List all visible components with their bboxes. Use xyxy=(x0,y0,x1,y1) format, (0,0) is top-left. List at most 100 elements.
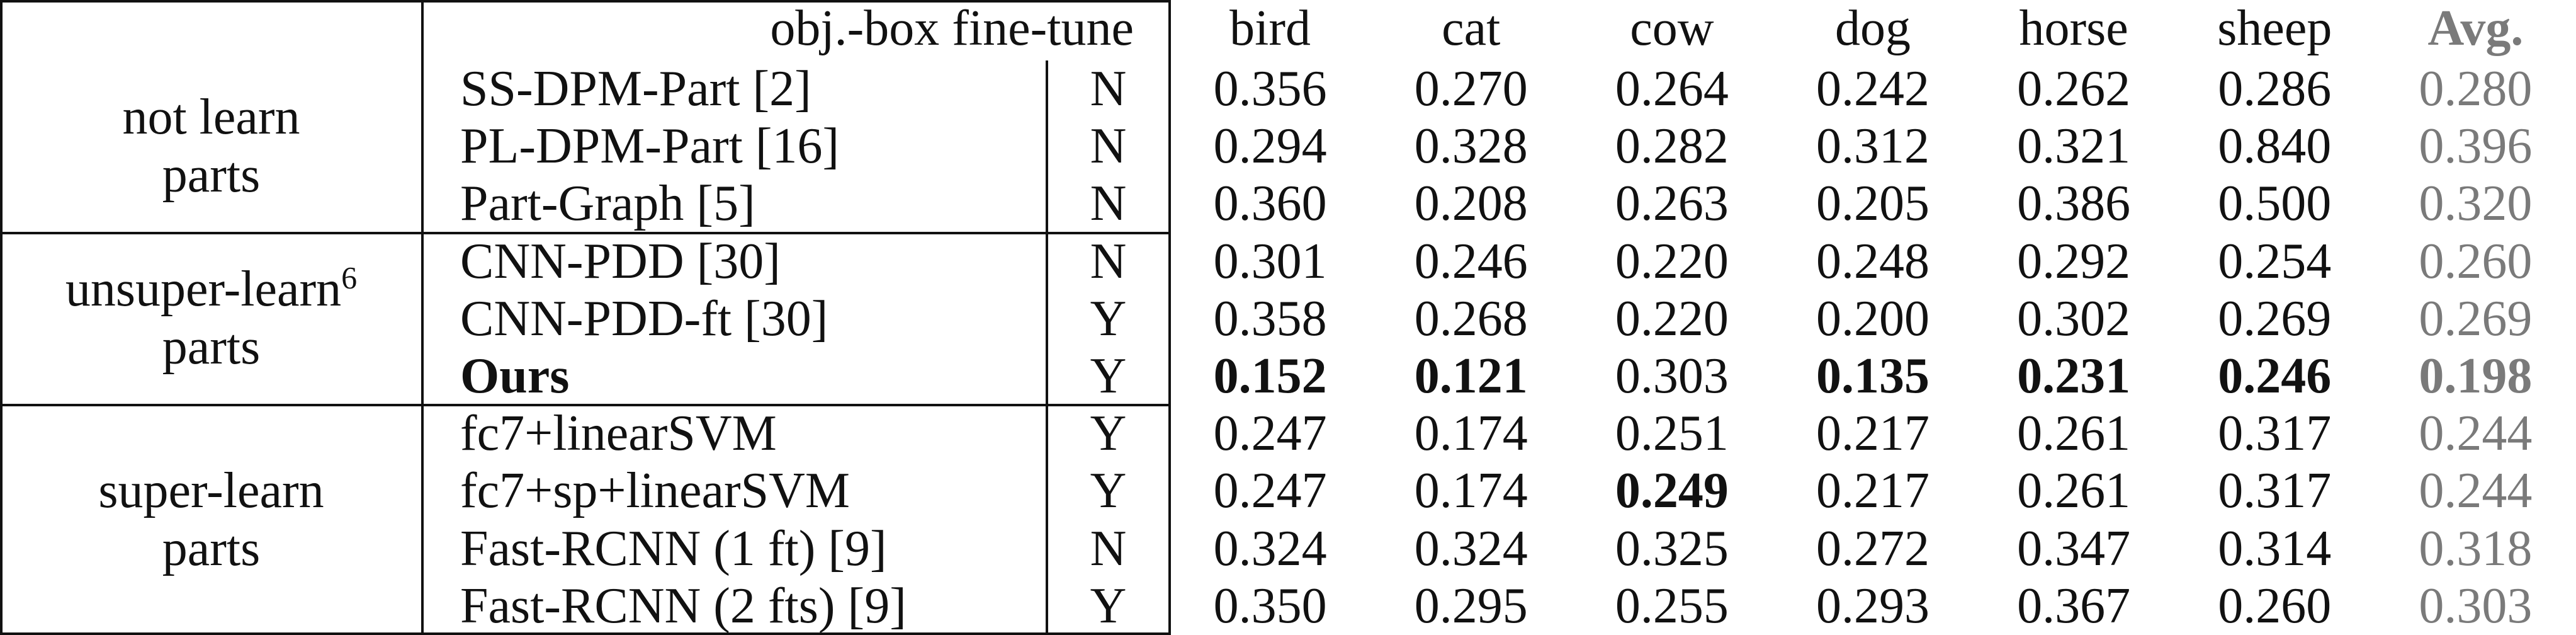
value: 0.248 xyxy=(1816,233,1929,289)
value: 0.303 xyxy=(2419,578,2533,634)
rule xyxy=(421,0,424,635)
value: 0.360 xyxy=(1213,176,1327,232)
value: 0.174 xyxy=(1414,463,1528,519)
value: 0.350 xyxy=(1213,578,1327,634)
value: 0.295 xyxy=(1414,578,1528,634)
value: 0.264 xyxy=(1615,61,1729,117)
group-label: not learn xyxy=(122,89,300,145)
value: 0.244 xyxy=(2419,406,2533,462)
method: Fast-RCNN (2 fts) [9] xyxy=(460,578,907,634)
value: 0.246 xyxy=(1414,233,1528,289)
value: 0.269 xyxy=(2419,290,2533,346)
value: 0.328 xyxy=(1414,118,1528,174)
value: 0.314 xyxy=(2218,520,2332,576)
value: 0.292 xyxy=(2017,233,2131,289)
value: 0.318 xyxy=(2419,520,2533,576)
value: 0.220 xyxy=(1615,233,1729,289)
column-header: dog xyxy=(1834,1,1911,56)
value: 0.294 xyxy=(1213,118,1327,174)
value: 0.135 xyxy=(1816,348,1929,404)
value: 0.282 xyxy=(1615,118,1729,174)
value: 0.200 xyxy=(1816,290,1929,346)
value: 0.242 xyxy=(1816,61,1929,117)
value: 0.251 xyxy=(1615,406,1729,462)
finetune: Y xyxy=(1090,406,1127,462)
column-header: horse xyxy=(2019,1,2128,56)
value: 0.303 xyxy=(1615,348,1729,404)
value: 0.356 xyxy=(1213,61,1327,117)
value: 0.231 xyxy=(2017,348,2131,404)
column-header: Avg. xyxy=(2427,1,2524,56)
value: 0.396 xyxy=(2419,118,2533,174)
value: 0.220 xyxy=(1615,290,1729,346)
value: 0.121 xyxy=(1414,348,1528,404)
value: 0.217 xyxy=(1816,406,1929,462)
value: 0.217 xyxy=(1816,463,1929,519)
value: 0.261 xyxy=(2017,406,2131,462)
column-header: cat xyxy=(1442,1,1501,56)
value: 0.347 xyxy=(2017,520,2131,576)
value: 0.270 xyxy=(1414,61,1528,117)
value: 0.500 xyxy=(2218,176,2332,232)
rule xyxy=(0,0,3,635)
value: 0.301 xyxy=(1213,233,1327,289)
value: 0.152 xyxy=(1213,348,1327,404)
column-header: sheep xyxy=(2217,1,2332,56)
rule xyxy=(0,232,1170,234)
value: 0.367 xyxy=(2017,578,2131,634)
value: 0.358 xyxy=(1213,290,1327,346)
header-finetune: obj.-box fine-tune xyxy=(770,1,1134,56)
footnote-mark: 6 xyxy=(341,260,358,295)
value: 0.317 xyxy=(2218,463,2332,519)
value: 0.247 xyxy=(1213,406,1327,462)
value: 0.260 xyxy=(2218,578,2332,634)
value: 0.293 xyxy=(1816,578,1929,634)
finetune: Y xyxy=(1090,463,1127,519)
value: 0.198 xyxy=(2419,348,2533,404)
value: 0.263 xyxy=(1615,176,1729,232)
value: 0.280 xyxy=(2419,61,2533,117)
finetune: N xyxy=(1090,118,1127,174)
finetune: N xyxy=(1090,233,1127,289)
rule xyxy=(0,0,1170,3)
value: 0.268 xyxy=(1414,290,1528,346)
column-header: bird xyxy=(1229,1,1311,56)
value: 0.286 xyxy=(2218,61,2332,117)
finetune: Y xyxy=(1090,348,1127,404)
value: 0.317 xyxy=(2218,406,2332,462)
column-header: cow xyxy=(1630,1,1714,56)
rule xyxy=(0,632,1170,635)
method: fc7+linearSVM xyxy=(460,406,777,462)
finetune: N xyxy=(1090,176,1127,232)
group-label: parts xyxy=(162,319,261,375)
method: Ours xyxy=(460,348,570,404)
value: 0.205 xyxy=(1816,176,1929,232)
value: 0.272 xyxy=(1816,520,1929,576)
value: 0.320 xyxy=(2419,176,2533,232)
finetune: Y xyxy=(1090,578,1127,634)
value: 0.246 xyxy=(2218,348,2332,404)
value: 0.174 xyxy=(1414,406,1528,462)
value: 0.208 xyxy=(1414,176,1528,232)
finetune: Y xyxy=(1090,290,1127,346)
method: SS-DPM-Part [2] xyxy=(460,61,811,117)
value: 0.302 xyxy=(2017,290,2131,346)
method: CNN-PDD [30] xyxy=(460,233,781,289)
method: PL-DPM-Part [16] xyxy=(460,118,840,174)
method: CNN-PDD-ft [30] xyxy=(460,290,828,346)
value: 0.244 xyxy=(2419,463,2533,519)
value: 0.324 xyxy=(1213,520,1327,576)
value: 0.324 xyxy=(1414,520,1528,576)
group-label: unsuper-learn6 xyxy=(65,260,358,318)
group-label: parts xyxy=(162,520,261,576)
rule xyxy=(1046,60,1048,635)
value: 0.840 xyxy=(2218,118,2332,174)
value: 0.261 xyxy=(2017,463,2131,519)
value: 0.249 xyxy=(1615,463,1729,519)
rule xyxy=(0,404,1170,406)
group-label: super-learn xyxy=(98,462,324,518)
value: 0.255 xyxy=(1615,578,1729,634)
value: 0.247 xyxy=(1213,463,1327,519)
method: Part-Graph [5] xyxy=(460,176,755,232)
value: 0.325 xyxy=(1615,520,1729,576)
